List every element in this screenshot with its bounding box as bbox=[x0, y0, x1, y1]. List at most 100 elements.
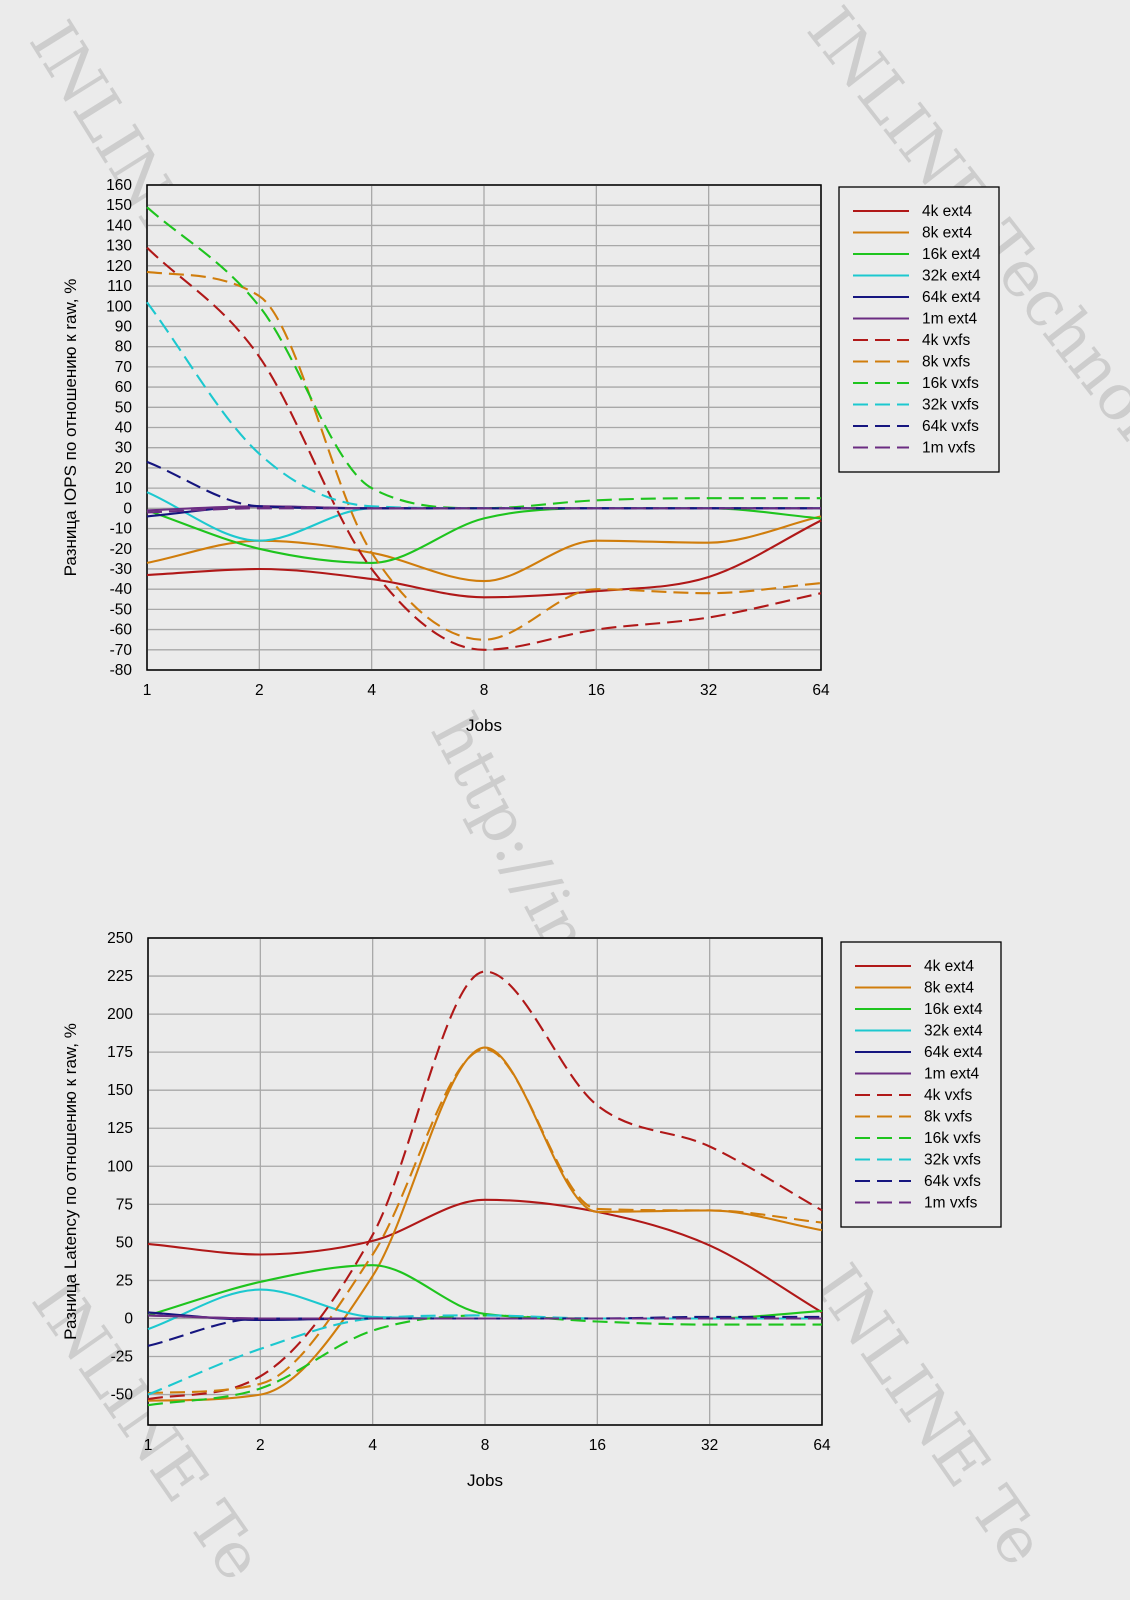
legend-label: 8k ext4 bbox=[924, 980, 974, 997]
legend-label: 16k vxfs bbox=[922, 375, 979, 392]
y-tick-label: 30 bbox=[115, 440, 133, 457]
y-tick-label: 120 bbox=[106, 258, 132, 275]
y-tick-label: 50 bbox=[116, 1234, 134, 1251]
y-tick-label: 175 bbox=[107, 1044, 133, 1061]
x-tick-label: 64 bbox=[812, 682, 830, 699]
x-tick-label: 1 bbox=[143, 682, 152, 699]
series-line-16k-vxfs bbox=[146, 206, 821, 510]
x-tick-label: 4 bbox=[368, 1437, 377, 1454]
series-line-4k-ext4 bbox=[147, 1198, 823, 1314]
x-tick-label: 2 bbox=[255, 682, 264, 699]
y-tick-label: 70 bbox=[115, 359, 133, 376]
x-tick-label: 64 bbox=[813, 1437, 831, 1454]
y-tick-label: 150 bbox=[107, 1082, 133, 1099]
series-line-8k-vxfs bbox=[146, 270, 822, 641]
x-tick-label: 1 bbox=[144, 1437, 153, 1454]
legend-label: 1m ext4 bbox=[924, 1066, 980, 1083]
legend-label: 32k ext4 bbox=[924, 1023, 983, 1040]
y-tick-label: 25 bbox=[116, 1272, 133, 1289]
series-line-4k-vxfs bbox=[146, 246, 822, 651]
series-line-1m-vxfs bbox=[146, 507, 821, 514]
legend: 4k ext4 8k ext4 16k ext4 32k ext4 64k ext4 1m… bbox=[838, 186, 1000, 473]
y-tick-label: -20 bbox=[110, 541, 133, 558]
legend-label: 1m ext4 bbox=[922, 311, 978, 328]
legend-label: 16k vxfs bbox=[924, 1130, 981, 1147]
y-tick-label: 200 bbox=[107, 1006, 133, 1023]
y-tick-label: 0 bbox=[124, 1310, 133, 1327]
y-tick-label: 80 bbox=[115, 339, 133, 356]
series-line-16k-vxfs bbox=[147, 1314, 822, 1407]
x-axis-title: Jobs bbox=[466, 716, 502, 735]
series-line-4k-ext4 bbox=[146, 519, 822, 599]
y-tick-label: 140 bbox=[106, 217, 132, 234]
y-tick-label: -50 bbox=[110, 601, 133, 618]
legend-label: 64k vxfs bbox=[924, 1173, 981, 1190]
legend-box bbox=[840, 941, 1002, 1228]
y-tick-label: 75 bbox=[116, 1196, 133, 1213]
y-tick-label: -25 bbox=[111, 1349, 133, 1366]
x-tick-label: 4 bbox=[367, 682, 376, 699]
y-tick-label: 40 bbox=[115, 420, 133, 437]
y-tick-label: -10 bbox=[110, 521, 133, 538]
y-tick-label: 0 bbox=[123, 500, 132, 517]
x-tick-label: 16 bbox=[588, 682, 605, 699]
y-tick-label: -80 bbox=[110, 662, 133, 679]
watermark-text: INLINE Te bbox=[799, 1252, 1059, 1579]
y-tick-label: 100 bbox=[106, 298, 132, 315]
legend-label: 4k ext4 bbox=[924, 958, 974, 975]
x-tick-label: 32 bbox=[701, 1437, 718, 1454]
x-tick-label: 32 bbox=[700, 682, 717, 699]
legend-label: 8k vxfs bbox=[924, 1109, 972, 1126]
series-group bbox=[146, 206, 822, 651]
y-tick-label: 100 bbox=[107, 1158, 133, 1175]
legend-box bbox=[838, 186, 1000, 473]
legend-label: 8k vxfs bbox=[922, 354, 970, 371]
x-tick-label: 2 bbox=[256, 1437, 265, 1454]
x-tick-label: 8 bbox=[481, 1437, 490, 1454]
series-group bbox=[147, 970, 823, 1407]
legend-label: 8k ext4 bbox=[922, 225, 972, 242]
y-tick-label: 20 bbox=[115, 460, 133, 477]
y-tick-label: 225 bbox=[107, 968, 133, 985]
y-tick-label: -50 bbox=[111, 1387, 134, 1404]
y-tick-label: -40 bbox=[110, 581, 133, 598]
y-tick-label: -60 bbox=[110, 622, 133, 639]
x-axis-title: Jobs bbox=[467, 1471, 503, 1490]
legend-label: 4k vxfs bbox=[924, 1087, 972, 1104]
y-tick-label: 250 bbox=[107, 930, 133, 947]
y-tick-label: 90 bbox=[115, 318, 133, 335]
legend-label: 32k vxfs bbox=[922, 397, 979, 414]
legend-label: 4k vxfs bbox=[922, 332, 970, 349]
y-tick-label: 60 bbox=[115, 379, 133, 396]
y-tick-label: 10 bbox=[115, 480, 133, 497]
legend-label: 64k ext4 bbox=[924, 1044, 983, 1061]
legend-label: 16k ext4 bbox=[924, 1001, 983, 1018]
legend-label: 16k ext4 bbox=[922, 246, 981, 263]
legend: 4k ext4 8k ext4 16k ext4 32k ext4 64k ext4 1m… bbox=[840, 941, 1002, 1228]
y-tick-label: -30 bbox=[110, 561, 133, 578]
x-tick-label: 16 bbox=[589, 1437, 606, 1454]
y-tick-label: 130 bbox=[106, 238, 132, 255]
legend-label: 64k ext4 bbox=[922, 289, 981, 306]
legend-label: 1m vxfs bbox=[922, 440, 976, 457]
y-tick-label: 110 bbox=[107, 278, 132, 295]
legend-label: 32k ext4 bbox=[922, 268, 981, 285]
legend-label: 1m vxfs bbox=[924, 1195, 978, 1212]
series-line-8k-vxfs bbox=[147, 1048, 823, 1395]
plot-border bbox=[147, 937, 823, 1426]
y-axis-title: Разница IOPS по отношению к raw, % bbox=[61, 279, 80, 577]
series-line-1m-vxfs bbox=[147, 1314, 822, 1320]
y-tick-label: 125 bbox=[107, 1120, 133, 1137]
legend-label: 32k vxfs bbox=[924, 1152, 981, 1169]
plot-border bbox=[146, 184, 822, 671]
y-tick-label: 160 bbox=[106, 177, 132, 194]
series-line-64k-vxfs bbox=[146, 460, 821, 510]
y-tick-label: 150 bbox=[106, 197, 132, 214]
legend-label: 4k ext4 bbox=[922, 203, 972, 220]
legend-label: 64k vxfs bbox=[922, 418, 979, 435]
x-tick-label: 8 bbox=[480, 682, 489, 699]
iops-chart: 1601501401301201101009080706050403020100… bbox=[61, 177, 1000, 735]
y-axis-title: Разница Latency по отношению к raw, % bbox=[61, 1023, 80, 1340]
